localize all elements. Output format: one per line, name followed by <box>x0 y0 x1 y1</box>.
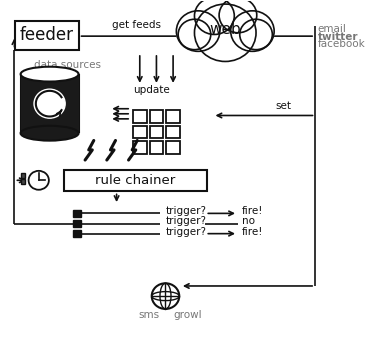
Bar <box>133 141 147 154</box>
Bar <box>73 220 81 227</box>
Bar <box>166 141 180 154</box>
Text: rule chainer: rule chainer <box>96 174 176 187</box>
Bar <box>166 126 180 138</box>
Text: get feeds: get feeds <box>112 20 161 31</box>
Bar <box>166 110 180 123</box>
Circle shape <box>219 0 257 33</box>
Circle shape <box>231 11 274 51</box>
Text: fire!: fire! <box>242 206 263 216</box>
Bar <box>150 110 164 123</box>
Text: feeder: feeder <box>20 26 74 44</box>
Circle shape <box>28 171 49 190</box>
Text: twitter: twitter <box>318 32 358 42</box>
Circle shape <box>176 11 220 51</box>
Bar <box>133 126 147 138</box>
Text: trigger?: trigger? <box>165 206 207 216</box>
Text: set: set <box>275 101 291 112</box>
Circle shape <box>178 19 211 49</box>
Text: sms: sms <box>139 310 160 320</box>
Bar <box>150 126 164 138</box>
Text: fire!: fire! <box>242 226 263 237</box>
Circle shape <box>195 0 234 35</box>
Text: web: web <box>209 22 241 37</box>
Circle shape <box>152 283 179 309</box>
Bar <box>21 173 26 178</box>
Text: growl: growl <box>173 310 201 320</box>
Text: update: update <box>133 85 170 95</box>
Bar <box>15 21 79 49</box>
Circle shape <box>34 89 65 118</box>
Text: email: email <box>318 24 346 34</box>
Text: facebook: facebook <box>318 39 365 49</box>
Circle shape <box>240 19 272 49</box>
Circle shape <box>195 4 256 61</box>
Text: trigger?: trigger? <box>165 217 207 226</box>
Bar <box>73 210 81 217</box>
Text: trigger?: trigger? <box>165 226 207 237</box>
Bar <box>73 230 81 237</box>
Text: data sources: data sources <box>34 60 101 70</box>
Ellipse shape <box>21 126 79 141</box>
Text: no: no <box>242 217 255 226</box>
Bar <box>21 179 26 184</box>
Bar <box>21 74 79 133</box>
Bar <box>64 170 207 192</box>
Ellipse shape <box>21 67 79 82</box>
Bar <box>133 110 147 123</box>
Bar <box>150 141 164 154</box>
